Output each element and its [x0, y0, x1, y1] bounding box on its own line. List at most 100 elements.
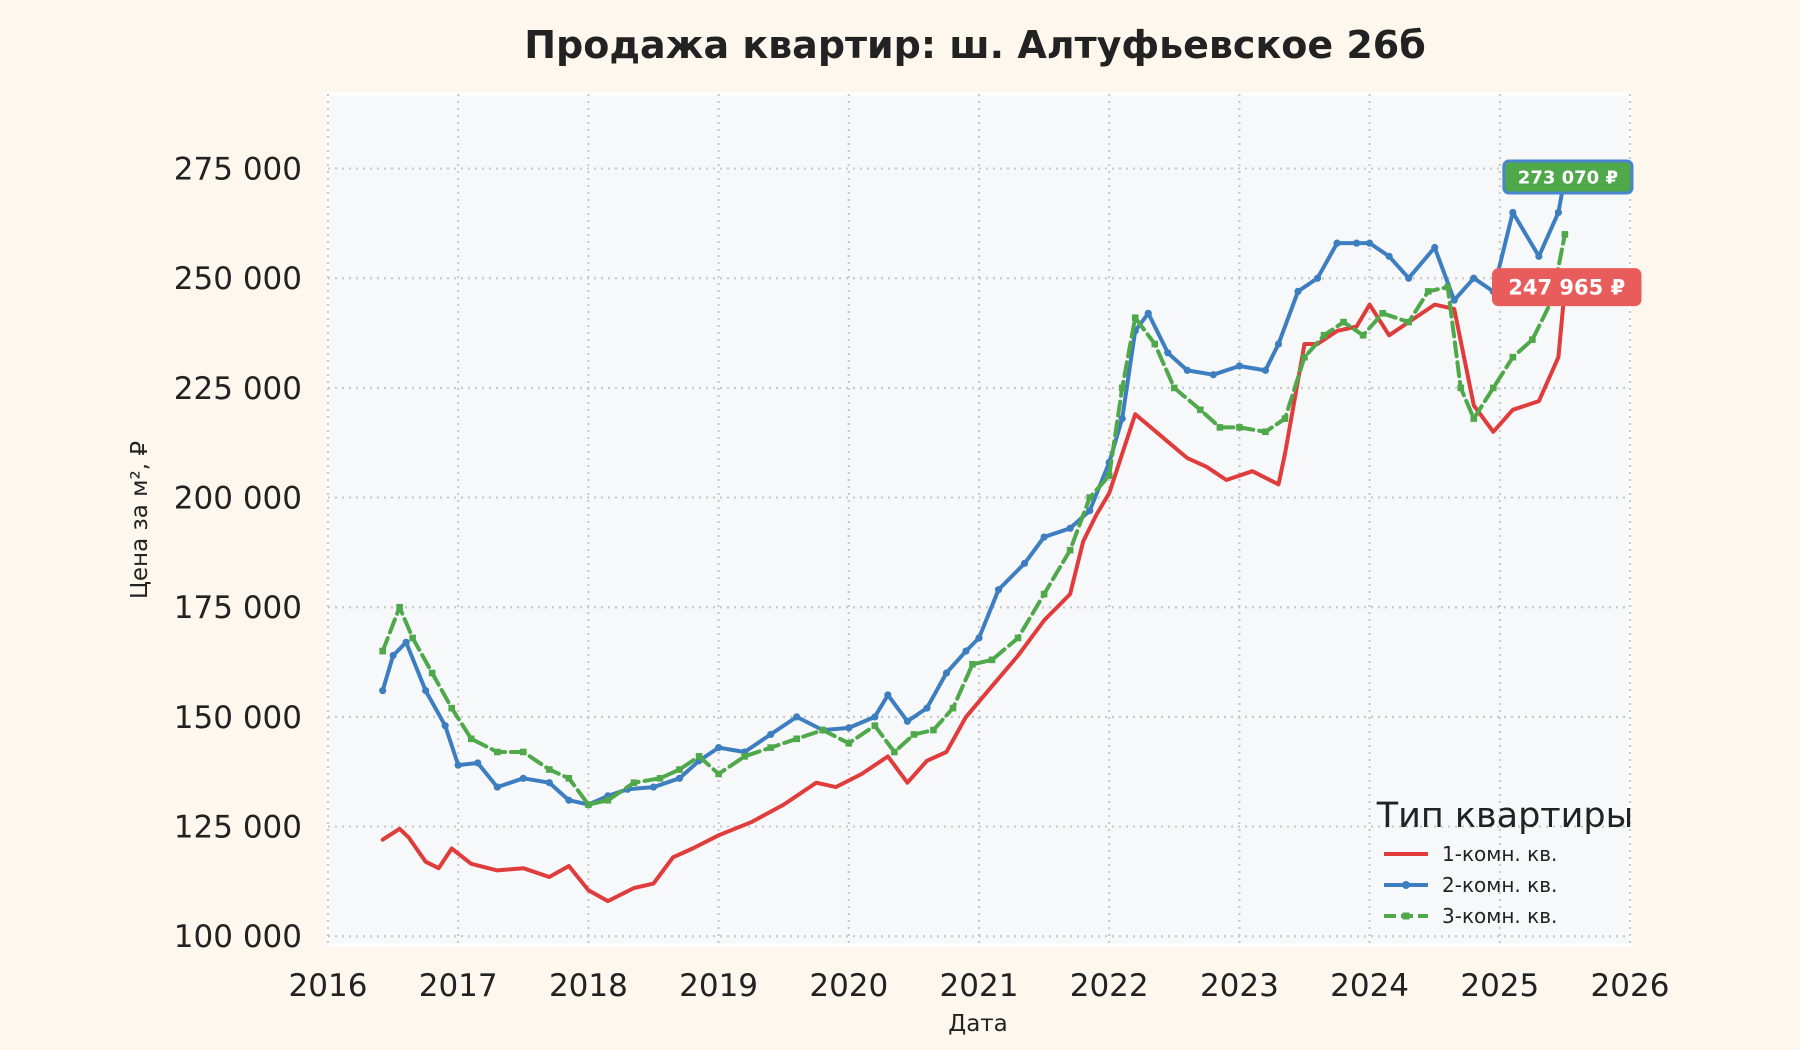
series-2-point — [1405, 274, 1413, 282]
series-2-point — [884, 691, 892, 699]
series-2-point — [1366, 239, 1374, 247]
x-tick-label: 2026 — [1591, 968, 1670, 1004]
series-3-point — [1105, 472, 1113, 479]
grid — [326, 94, 1632, 945]
x-tick-label: 2016 — [289, 968, 368, 1004]
series-3-point — [1301, 353, 1308, 361]
series-3-point — [1424, 288, 1432, 295]
series-3-point — [871, 722, 879, 729]
series-2-point — [1333, 239, 1341, 247]
series-2-point — [422, 686, 430, 695]
last-value-label: 273 070 ₽ — [1518, 168, 1618, 189]
series-3-point — [1281, 415, 1289, 422]
x-tick-label: 2017 — [419, 968, 498, 1004]
y-tick-label: 100 000 — [174, 919, 302, 955]
series-2-point — [1235, 362, 1243, 370]
series-2-point — [379, 686, 387, 695]
x-tick-label: 2022 — [1070, 968, 1149, 1004]
series-3-point — [695, 753, 703, 760]
x-tick-label: 2024 — [1330, 968, 1409, 1004]
series-2-point — [1144, 309, 1152, 317]
series-2-point — [474, 759, 482, 767]
series-2-point — [1535, 252, 1543, 260]
series-2-point — [975, 634, 983, 642]
last-value-label: 247 965 ₽ — [1508, 276, 1625, 300]
series-3-point — [467, 735, 475, 743]
x-tick-label: 2020 — [809, 968, 888, 1004]
y-tick-label: 225 000 — [174, 371, 302, 407]
series-2-point — [519, 774, 527, 782]
series-3-point — [1197, 406, 1204, 414]
series-3-point — [988, 656, 996, 664]
y-tick-label: 150 000 — [174, 700, 302, 736]
series-2-point — [441, 722, 449, 730]
series-3-point — [448, 704, 455, 712]
series-3-point — [1509, 353, 1517, 361]
series-2-point — [845, 724, 853, 732]
series-2-point — [1470, 274, 1478, 282]
x-axis-label: Дата — [948, 1011, 1008, 1037]
series-2-point — [1431, 243, 1439, 252]
y-axis-label: Цена за м², ₽ — [127, 441, 153, 599]
legend-label: 3-комн. кв. — [1442, 904, 1557, 928]
series-3-point — [493, 748, 501, 756]
series-2-point — [675, 774, 684, 782]
series-3-point — [1066, 546, 1074, 554]
x-tick-label: 2025 — [1460, 968, 1539, 1004]
series-3-point — [546, 766, 553, 773]
x-tick-label: 2023 — [1200, 968, 1279, 1004]
series-2-point — [402, 638, 410, 646]
x-tick-label: 2018 — [549, 968, 628, 1004]
series-3-point — [767, 744, 774, 751]
series-2-point — [1509, 208, 1517, 217]
series-3-point — [630, 779, 638, 786]
series-3-point — [604, 796, 612, 804]
series-3-point — [910, 731, 918, 738]
x-axis: 2016 2017 2018 2019 2020 2021 2022 2023 2024 2025… — [289, 968, 1670, 1004]
y-tick-label: 175 000 — [174, 590, 302, 626]
series-2-point — [1164, 349, 1172, 357]
legend-title: Тип квартиры — [1376, 796, 1634, 836]
legend: Тип квартиры 1-комн. кв. 2-комн. кв. 3-ком… — [1376, 796, 1634, 928]
series-3-point — [1359, 331, 1367, 339]
series-2-point — [1086, 507, 1094, 515]
series-2-point — [1313, 274, 1322, 282]
series-3-point — [1489, 384, 1497, 392]
series-2-line — [380, 175, 1567, 807]
series-2-point — [1183, 366, 1191, 374]
series-2-point — [565, 796, 573, 804]
series-3-point — [1529, 336, 1536, 343]
series-2-point — [389, 651, 397, 660]
series-3-point — [585, 801, 592, 808]
series-3-point — [656, 775, 664, 782]
y-axis: 100 000 125 000 150 000 175 000 200 000 225 0… — [174, 152, 302, 956]
series-3-point — [793, 735, 801, 743]
series-3-point — [409, 634, 416, 642]
series-3-point — [1470, 415, 1478, 422]
series-3-point — [969, 660, 976, 668]
legend-marker — [1402, 881, 1410, 889]
series-2-point — [1261, 366, 1270, 374]
series-3-point — [1262, 428, 1269, 436]
series-2-point — [1450, 296, 1458, 304]
series-2-point — [1118, 415, 1126, 423]
series-2-point — [1020, 559, 1029, 567]
series-2-group — [379, 173, 1569, 809]
series-2-point — [962, 647, 970, 655]
series-2-point — [715, 744, 723, 752]
series-2-point — [1554, 208, 1562, 217]
series-3-point — [396, 603, 403, 611]
series-1-group — [380, 285, 1567, 904]
series-3-point — [845, 739, 853, 747]
series-3-point — [1151, 340, 1159, 348]
series-3-point — [891, 748, 898, 756]
series-3-point — [1340, 318, 1347, 326]
series-2-point — [903, 717, 911, 725]
series-2-point — [994, 586, 1003, 594]
series-3-point — [1171, 384, 1178, 392]
x-tick-label: 2019 — [679, 968, 758, 1004]
series-2-point — [1066, 524, 1074, 532]
series-2-point — [1385, 252, 1393, 260]
